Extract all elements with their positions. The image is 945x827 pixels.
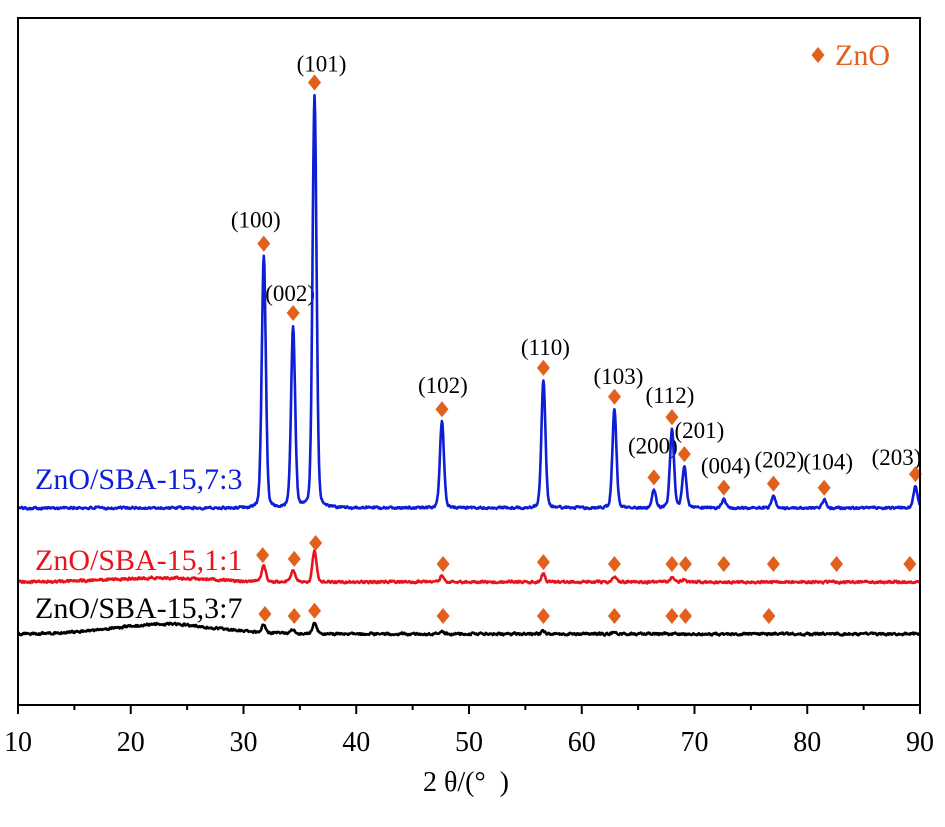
xrd-trace-zno-sba-15-7-3 [16, 93, 922, 511]
series-label-zno-sba-15-1-1: ZnO/SBA-15,1:1 [35, 544, 243, 577]
peak-label: (002) [265, 281, 315, 306]
zno-peak-marker [258, 605, 272, 622]
zno-peak-marker [830, 556, 844, 572]
zno-peak-marker [678, 556, 692, 572]
peak-label: (102) [418, 373, 468, 398]
x-tick-label: 30 [230, 727, 258, 758]
zno-peak-marker [308, 74, 322, 91]
zno-peak-marker [436, 608, 450, 624]
x-tick-label: 10 [4, 727, 32, 758]
zno-peak-marker [435, 401, 449, 418]
zno-peak-marker [717, 556, 731, 572]
zno-peak-marker [607, 556, 621, 572]
peak-labels: (100)(002)(101)(102)(110)(103)(200)(112)… [231, 51, 922, 478]
zno-peak-marker [766, 556, 780, 572]
zno-peak-marker [665, 409, 679, 426]
zno-peak-marker [436, 556, 450, 572]
zno-peak-marker [817, 479, 831, 496]
peak-label: (104) [803, 450, 853, 475]
zno-peak-marker [308, 602, 322, 619]
zno-peak-marker [607, 608, 621, 624]
zno-peak-marker [287, 550, 301, 567]
series-labels: ZnO/SBA-15,7:3 ZnO/SBA-15,1:1 ZnO/SBA-15,3… [35, 463, 243, 625]
zno-peak-marker [903, 556, 917, 572]
peak-label: (101) [297, 51, 347, 76]
peak-label: (112) [645, 383, 694, 408]
x-axis-ticks [17, 705, 921, 714]
zno-peak-marker [607, 388, 621, 405]
x-tick-label: 40 [342, 727, 370, 758]
zno-peak-marker [647, 469, 661, 486]
zno-peak-marker [665, 608, 679, 624]
zno-peak-marker [678, 608, 692, 624]
zno-peak-marker [536, 608, 550, 624]
zno-peak-marker [908, 466, 922, 483]
zno-peak-marker [257, 235, 271, 252]
zno-peak-marker [766, 475, 780, 492]
x-axis-tick-labels: 10 20 30 40 50 60 70 80 90 [4, 727, 934, 758]
zno-peak-marker [286, 304, 300, 321]
peak-label: (203) [872, 445, 922, 470]
zno-peak-marker [717, 479, 731, 496]
zno-peak-marker [762, 608, 776, 624]
zno-peak-marker [536, 359, 550, 376]
x-tick-label: 60 [568, 727, 596, 758]
x-axis-label: 2 θ/(° ) [423, 767, 509, 798]
zno-peak-marker [665, 556, 679, 572]
x-tick-label: 80 [793, 727, 821, 758]
zno-peak-marker [309, 535, 323, 552]
zno-peak-marker [536, 554, 550, 571]
xrd-trace-zno-sba-15-1-1 [16, 548, 922, 585]
peak-label: (202) [755, 448, 805, 473]
peak-label: (004) [701, 454, 751, 479]
peak-label: (110) [521, 335, 570, 360]
legend-label: ZnO [835, 39, 890, 72]
zno-peak-markers [256, 74, 922, 624]
peak-label: (100) [231, 208, 281, 233]
peak-label: (103) [594, 364, 644, 389]
series-label-zno-sba-15-3-7: ZnO/SBA-15,3:7 [35, 592, 243, 625]
legend-diamond-marker [811, 47, 825, 63]
x-tick-label: 70 [681, 727, 709, 758]
zno-peak-marker [256, 547, 270, 564]
zno-peak-marker [287, 608, 301, 624]
x-tick-label: 50 [455, 727, 483, 758]
series-label-zno-sba-15-7-3: ZnO/SBA-15,7:3 [35, 463, 243, 496]
zno-peak-marker [677, 446, 691, 463]
xrd-trace-zno-sba-15-3-7 [16, 621, 922, 637]
xrd-traces [16, 93, 922, 637]
legend: ZnO [811, 39, 890, 72]
x-tick-label: 20 [117, 727, 145, 758]
x-tick-label: 90 [906, 727, 934, 758]
peak-label: (201) [674, 418, 724, 443]
